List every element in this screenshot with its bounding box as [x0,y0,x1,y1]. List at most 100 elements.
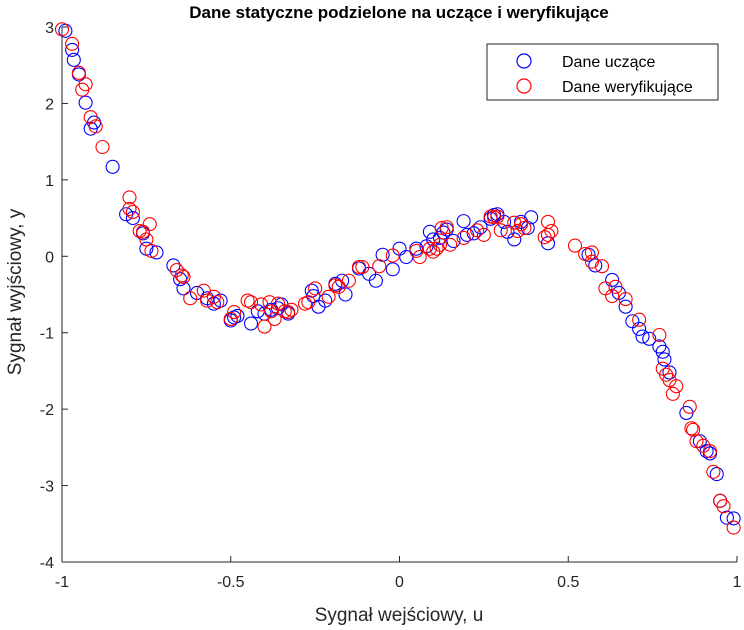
data-point [308,281,323,296]
data-point [702,444,718,459]
data-point [632,312,647,327]
data-point [78,77,93,92]
data-point [65,36,80,51]
data-point [243,295,259,310]
y-tick-label: -2 [40,402,54,419]
data-point [230,308,245,323]
plot-area [61,27,737,563]
data-point [139,232,154,247]
y-tick-label: 0 [45,249,54,266]
data-point [642,331,657,346]
data-point [125,204,140,220]
data-point [432,237,448,252]
data-point [507,232,522,247]
data-point [368,273,383,288]
data-point [355,259,370,275]
data-point [490,209,505,224]
data-point [122,201,137,216]
data-point [284,302,299,317]
x-tick-label: -0.5 [217,574,245,591]
data-point [66,52,81,67]
data-point [196,283,211,298]
data-point [267,311,282,327]
legend-box [486,43,719,101]
data-point [520,220,535,236]
x-tick-label: 0.5 [557,574,579,591]
data-point [331,279,346,294]
data-point [584,245,599,260]
data-point [684,421,699,436]
data-point [692,434,707,449]
data-point [588,258,603,273]
x-tick-label: 1 [733,574,742,591]
y-tick-label: 1 [45,173,54,190]
data-point [301,295,316,310]
data-point [176,269,191,284]
legend-label-validation: Dane weryfikujące [562,79,693,96]
data-point [706,464,721,479]
data-point [351,259,367,275]
data-point [618,299,633,314]
data-point [341,273,356,288]
data-point [83,110,98,125]
data-point [608,279,623,294]
data-point [144,243,159,258]
data-point [662,365,677,380]
data-point [318,293,333,308]
data-point [385,262,400,277]
data-point [493,223,508,238]
data-point [122,190,137,205]
data-point [456,214,471,229]
series-validation [54,22,741,535]
y-axis-label: Sygnał wyjściowy, y [5,208,26,375]
data-point [223,311,238,327]
data-point [709,467,724,482]
data-point [422,241,437,256]
data-point [200,293,215,308]
data-point [412,249,427,265]
data-point [540,214,556,229]
y-tick-label: 3 [45,20,54,37]
data-point [517,220,532,236]
data-point [254,297,269,312]
data-point [54,22,70,37]
legend-marker-training [516,53,532,69]
data-point [210,295,225,310]
data-point [183,291,198,306]
plot-background [62,27,737,562]
data-point [262,295,277,310]
data-point [385,248,400,263]
data-points [54,22,741,535]
data-point [227,305,242,320]
data-point [174,268,189,283]
data-point [456,230,471,245]
x-tick-label: 0 [395,574,404,591]
data-point [434,220,449,236]
legend-marker-validation [516,78,532,94]
data-point [429,241,444,256]
y-axis: -4 -3 -2 -1 0 1 2 3 [40,20,68,572]
x-tick-label: -1 [55,574,69,591]
data-point [281,305,296,320]
data-point [439,220,454,235]
data-point [669,379,684,394]
data-point [655,344,670,359]
y-tick-label: -1 [40,326,54,343]
data-point [476,227,491,242]
data-point [657,352,672,367]
x-axis-label: Sygnał wejściowy, u [315,605,484,626]
data-point [65,42,80,57]
data-point [594,259,610,274]
y-tick-label: -4 [40,555,54,572]
data-point [618,292,633,307]
y-tick-label: -3 [40,479,54,496]
data-point [443,237,458,252]
data-point [71,65,86,80]
data-point [149,245,164,260]
data-point [95,139,110,155]
data-point [682,399,697,414]
legend-label-training: Dane uczące [562,54,655,71]
data-point [567,238,583,253]
chart-title: Dane statyczne podzielone na uczące i we… [189,3,609,22]
